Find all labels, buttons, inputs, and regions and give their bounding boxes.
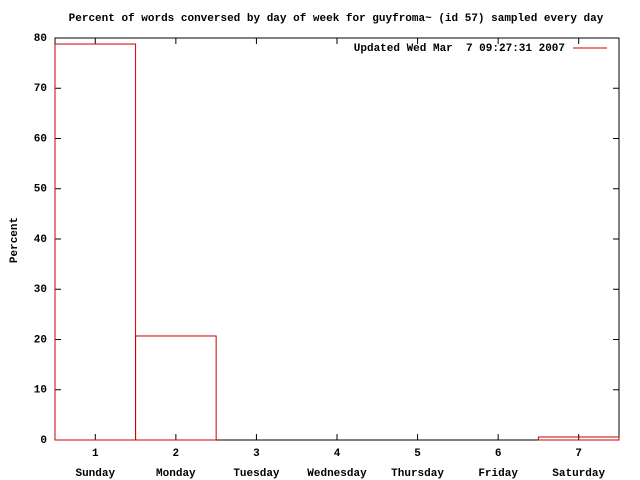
y-axis-label: Percent (9, 217, 21, 263)
y-tick-label: 40 (34, 234, 47, 246)
plot-frame (54, 37, 620, 441)
x-tick-label: 5 (414, 448, 421, 460)
x-tick-label: 1 (92, 448, 99, 460)
x-tick-label: 4 (334, 448, 341, 460)
y-tick-label: 60 (34, 133, 47, 145)
x-category-label: Saturday (552, 468, 605, 480)
x-category-label: Monday (156, 468, 196, 480)
y-tick-label: 30 (34, 284, 47, 296)
x-category-label: Thursday (391, 468, 444, 480)
x-category-label: Tuesday (233, 468, 280, 480)
x-tick-label: 6 (495, 448, 502, 460)
chart-title: Percent of words conversed by day of wee… (69, 13, 604, 25)
x-category-label: Wednesday (307, 468, 367, 480)
x-tick-label: 2 (173, 448, 180, 460)
bar (135, 335, 217, 441)
y-tick-label: 70 (34, 83, 47, 95)
y-tick-label: 20 (34, 334, 47, 346)
y-tick-label: 10 (34, 385, 47, 397)
bar (537, 436, 620, 441)
x-tick-label: 7 (575, 448, 582, 460)
x-category-label: Friday (478, 468, 518, 480)
bar (54, 43, 137, 441)
y-tick-label: 50 (34, 184, 47, 196)
x-tick-label: 3 (253, 448, 260, 460)
y-tick-label: 0 (40, 435, 47, 447)
y-tick-label: 80 (34, 33, 47, 45)
legend-label: Updated Wed Mar 7 09:27:31 2007 (354, 43, 565, 55)
x-category-label: Sunday (75, 468, 115, 480)
